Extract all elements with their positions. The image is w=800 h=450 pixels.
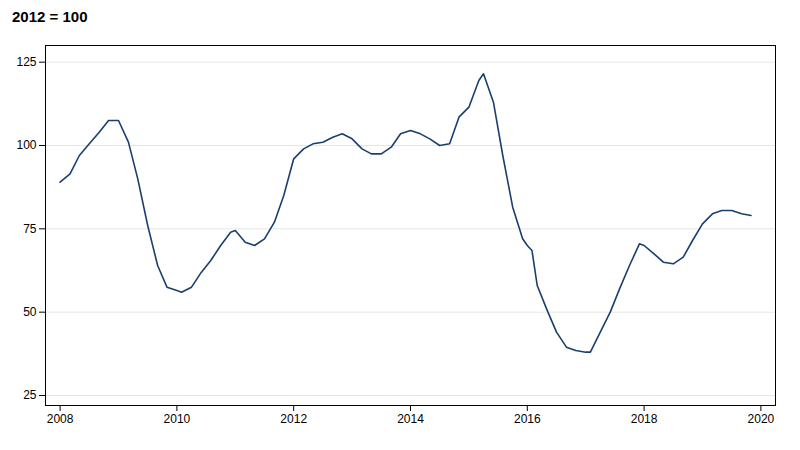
svg-text:75: 75: [23, 222, 37, 236]
svg-text:125: 125: [16, 55, 36, 69]
svg-text:2018: 2018: [631, 412, 658, 426]
svg-text:2012: 2012: [280, 412, 307, 426]
svg-text:2016: 2016: [514, 412, 541, 426]
svg-text:2014: 2014: [397, 412, 424, 426]
html-text:2012 = 100: 2012 = 100: [12, 8, 88, 25]
svg-text:100: 100: [16, 138, 36, 152]
svg-text:50: 50: [23, 305, 37, 319]
svg-text:25: 25: [23, 388, 37, 402]
svg-text:2020: 2020: [748, 412, 775, 426]
svg-text:2008: 2008: [47, 412, 74, 426]
svg-text:2010: 2010: [164, 412, 191, 426]
